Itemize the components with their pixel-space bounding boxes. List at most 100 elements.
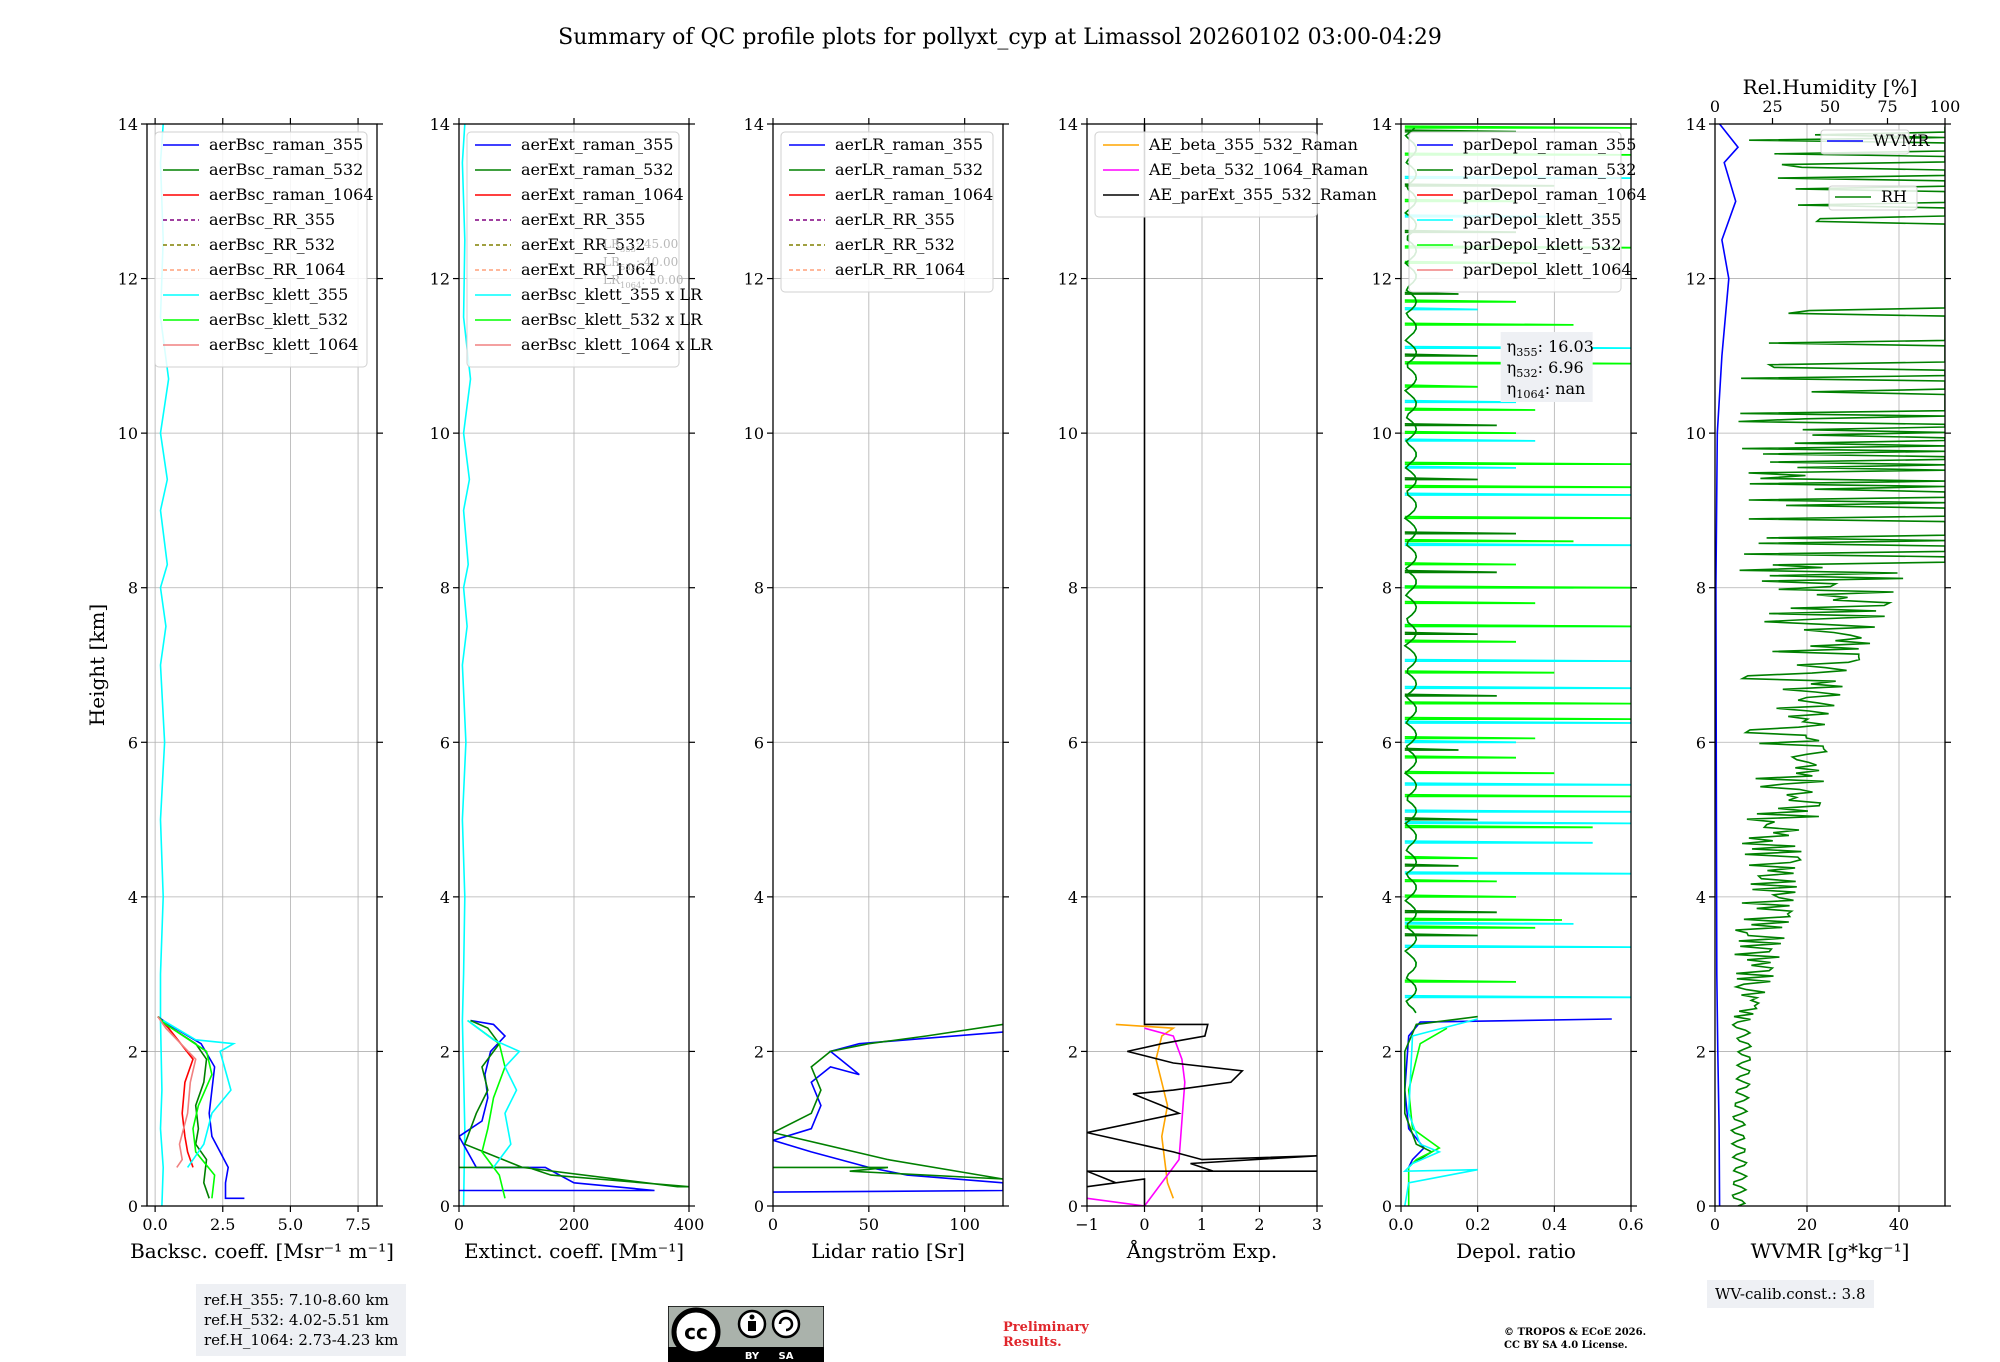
x-tick-label: 0.6 — [1618, 1215, 1643, 1234]
legend-box — [780, 131, 994, 293]
legend: AE_beta_355_532_Raman AE_beta_532_1064_Ra… — [1094, 131, 1377, 218]
y-tick-label: 0 — [1696, 1197, 1706, 1216]
y-tick-label: 12 — [1686, 270, 1706, 289]
legend-label: aerLR_raman_355 — [835, 135, 983, 154]
series-aerbsc-klett-355-peak — [162, 1019, 237, 1168]
y-tick-label: 14 — [1686, 115, 1706, 134]
legend: parDepol_raman_355 parDepol_raman_532 parD… — [1408, 131, 1647, 293]
y-tick-label: 2 — [128, 1042, 138, 1061]
x-tick-label: 0.0 — [142, 1215, 167, 1234]
depol-spikes-cyan — [1404, 175, 1631, 999]
cc-by-sa-badge: cc BY SA — [668, 1306, 824, 1362]
x2-tick-label: 75 — [1877, 97, 1897, 116]
x-tick-label: 100 — [949, 1215, 980, 1234]
y-tick-label: 6 — [1696, 733, 1706, 752]
y-tick-label: 2 — [1696, 1042, 1706, 1061]
y-tick-label: 4 — [128, 888, 138, 907]
panel-backscatter: 0 2 4 6 8 10 12 14 0.0 2.5 5.0 7.5 Backsc. coeff. [M… — [118, 115, 394, 1263]
y-tick-label: 0 — [440, 1197, 450, 1216]
legend-label: aerBsc_klett_355 — [209, 285, 348, 304]
legend-label: aerBsc_raman_355 — [209, 135, 363, 154]
y-tick-label: 14 — [118, 115, 138, 134]
x2-axis-label: Rel.Humidity [%] — [1743, 75, 1918, 99]
legend-label: parDepol_raman_355 — [1463, 135, 1636, 154]
y-tick-label: 8 — [1382, 579, 1392, 598]
legend-label: RH — [1881, 187, 1907, 206]
lidar-ratio-label: LR355: 45.00 — [603, 237, 678, 254]
y-tick-label: 0 — [754, 1197, 764, 1216]
y-tick-label: 8 — [754, 579, 764, 598]
legend-label: aerExt_RR_355 — [521, 210, 645, 229]
x-tick-label: 50 — [859, 1215, 879, 1234]
y-axis-label: Height [km] — [85, 604, 109, 726]
legend-label: aerBsc_RR_355 — [209, 210, 335, 229]
y-tick-label: 12 — [1372, 270, 1392, 289]
y-tick-label: 10 — [1686, 424, 1706, 443]
legend-label: aerBsc_klett_1064 x LR — [521, 335, 713, 354]
y-tick-label: 8 — [1068, 579, 1078, 598]
legend-label: WVMR — [1873, 131, 1930, 150]
legend-label: aerLR_RR_532 — [835, 235, 955, 254]
x-tick-label: 0.2 — [1465, 1215, 1490, 1234]
x-tick-label: 1 — [1197, 1215, 1207, 1234]
x-tick-label: 2 — [1254, 1215, 1264, 1234]
x2-tick-label: 100 — [1930, 97, 1961, 116]
x-tick-label: 0.4 — [1542, 1215, 1567, 1234]
y-tick-label: 4 — [754, 888, 764, 907]
panel-depol: 0 2 4 6 8 10 12 14 0.0 0.2 0.4 0.6 Depol. ratio parDe… — [1372, 115, 1647, 1263]
series-pardepol-raman-532 — [1404, 1015, 1478, 1165]
y-tick-label: 14 — [1372, 115, 1392, 134]
x-tick-label: 5.0 — [278, 1215, 303, 1234]
x-axis-label: Extinct. coeff. [Mm⁻¹] — [464, 1239, 684, 1263]
legend-entry-box — [1820, 129, 1910, 155]
y-tick-label: 12 — [744, 270, 764, 289]
eta-value: η355: 16.03 — [1507, 337, 1594, 359]
x-tick-label: 40 — [1889, 1215, 1909, 1234]
x-axis-label: Backsc. coeff. [Msr⁻¹ m⁻¹] — [130, 1239, 394, 1263]
legend-label: parDepol_klett_355 — [1463, 210, 1621, 229]
plot-area — [773, 1023, 1003, 1193]
series-aerbsc-klett-1064 — [157, 1016, 197, 1168]
y-tick-label: 14 — [744, 115, 764, 134]
plot-area — [1715, 124, 1945, 1206]
figure-title: Summary of QC profile plots for pollyxt_… — [558, 25, 1442, 50]
lidar-ratio-label: LR1064: 50.00 — [603, 273, 684, 290]
y-tick-label: 10 — [118, 424, 138, 443]
legend-entry-box — [1828, 185, 1918, 211]
x-tick-label: −1 — [1075, 1215, 1099, 1234]
eta-value: η532: 6.96 — [1507, 358, 1584, 380]
x-tick-label: 0 — [1710, 1215, 1720, 1234]
eta-box — [1500, 332, 1593, 402]
panel-extinction: 0 2 4 6 8 10 12 14 0 200 400 Extinct. coeff. [Mm⁻¹]… — [430, 115, 714, 1263]
y-tick-label: 6 — [1068, 733, 1078, 752]
y-tick-label: 6 — [1382, 733, 1392, 752]
ref-height-1064: ref.H_1064: 2.73-4.23 km — [204, 1331, 399, 1349]
series-aerlr-raman-355 — [773, 1031, 1003, 1193]
eta-value: η1064: nan — [1507, 379, 1586, 401]
legend-label: aerLR_RR_1064 — [835, 260, 965, 279]
y-tick-label: 10 — [1058, 424, 1078, 443]
copyright-note: © TROPOS & ECoE 2026. CC BY SA 4.0 Licen… — [1504, 1327, 1647, 1351]
legend-label: aerBsc_klett_532 x LR — [521, 310, 703, 329]
x-axis-label: WVMR [g*kg⁻¹] — [1751, 1239, 1910, 1263]
y-tick-label: 4 — [440, 888, 450, 907]
y-tick-label: 6 — [440, 733, 450, 752]
legend-box — [1094, 131, 1318, 218]
legend-label: parDepol_klett_532 — [1463, 235, 1621, 254]
legend-label: aerBsc_klett_532 — [209, 310, 348, 329]
legend-box — [1408, 131, 1622, 293]
legend-label: aerExt_raman_532 — [521, 160, 674, 179]
x-tick-label: 0 — [1139, 1215, 1149, 1234]
plot-area — [459, 124, 689, 1206]
y-tick-label: 0 — [1382, 1197, 1392, 1216]
series-aerlr-raman-532 — [773, 1023, 1003, 1180]
series-ae-beta-532-1064-raman — [1087, 1027, 1186, 1206]
legend-label: aerExt_RR_1064 — [521, 260, 656, 279]
series-aerbsc-klett-355-x-lr — [461, 124, 472, 1206]
legend: aerBsc_raman_355 aerBsc_raman_532 aerBsc_r… — [154, 131, 374, 368]
plot-area — [1087, 124, 1317, 1206]
y-tick-label: 4 — [1068, 888, 1078, 907]
legend: aerLR_raman_355 aerLR_raman_532 aerLR_rama… — [780, 131, 994, 293]
